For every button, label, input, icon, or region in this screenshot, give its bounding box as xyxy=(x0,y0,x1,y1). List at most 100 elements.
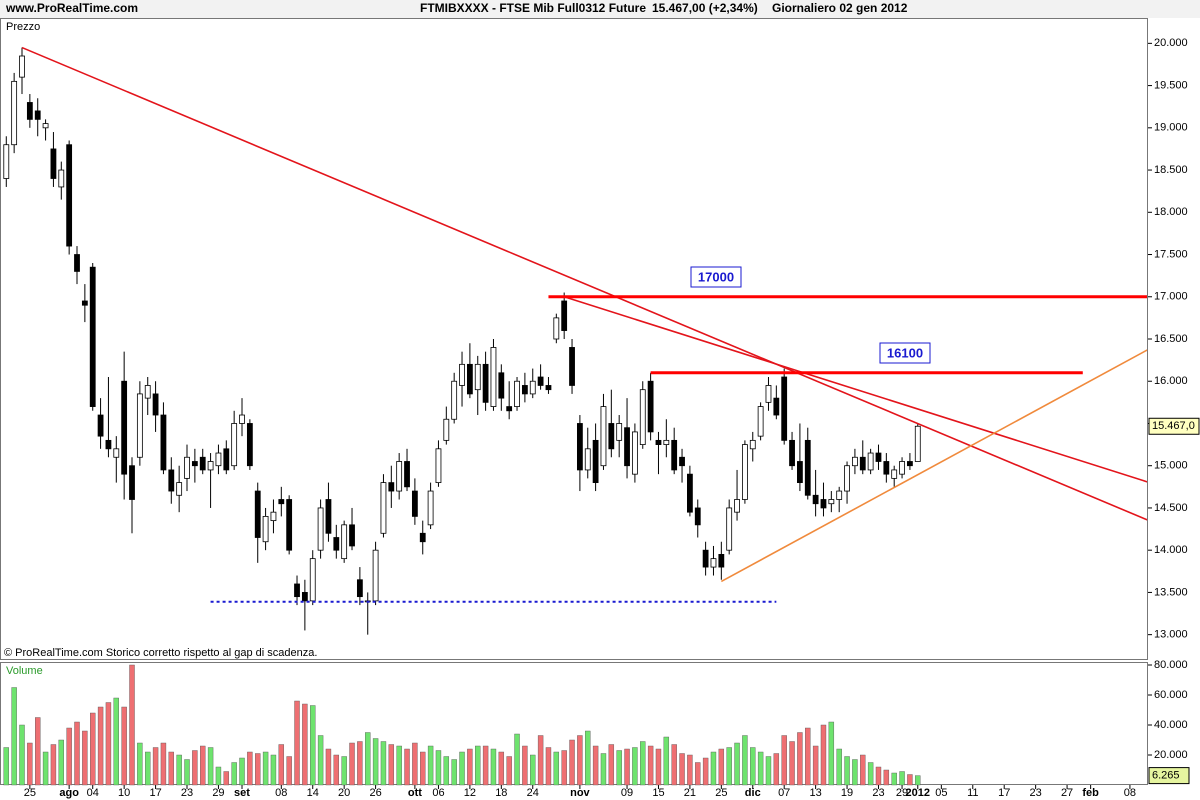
x-tick-label: 13 xyxy=(809,787,821,799)
candle-body xyxy=(891,469,898,479)
volume-bar xyxy=(420,751,426,786)
volume-bar xyxy=(129,664,135,786)
volume-bar xyxy=(891,772,897,786)
candle-body xyxy=(655,439,662,445)
volume-bar xyxy=(742,735,748,786)
y-tick-label: 17.500 xyxy=(1154,248,1188,260)
volume-bar xyxy=(482,745,489,786)
price-plot xyxy=(3,46,1147,635)
y-tick-label: 14.000 xyxy=(1154,544,1188,556)
candle-body xyxy=(639,389,646,445)
volume-bar xyxy=(569,739,575,786)
volume-bar xyxy=(294,700,300,786)
candle-body xyxy=(168,469,175,492)
volume-bar xyxy=(160,742,167,786)
volume-bar xyxy=(475,745,481,786)
candle-body xyxy=(349,524,355,547)
candle-body xyxy=(309,558,316,602)
x-tick-label: ott xyxy=(408,787,422,799)
candle-body xyxy=(184,456,190,479)
volume-bar xyxy=(380,741,387,786)
volume-bar xyxy=(302,703,308,786)
trend-line xyxy=(720,349,1147,583)
candle-body xyxy=(820,499,827,509)
candle-body xyxy=(270,511,277,522)
candle-body xyxy=(553,317,560,340)
volume-bar xyxy=(490,748,497,786)
volume-bar xyxy=(262,751,269,786)
volume-bar xyxy=(852,759,858,786)
candle-body xyxy=(631,431,638,475)
volume-bar xyxy=(310,705,316,786)
candle-body xyxy=(317,507,324,551)
candle-body xyxy=(199,456,206,471)
candle-body xyxy=(231,423,238,467)
candle-body xyxy=(239,414,245,424)
volume-bar xyxy=(145,751,151,786)
candle-body xyxy=(105,439,112,450)
candle-body xyxy=(812,494,819,505)
note: © ProRealTime.com Storico corretto rispe… xyxy=(4,647,317,659)
candle-body xyxy=(608,423,615,450)
candle-body xyxy=(875,452,882,462)
trend-line xyxy=(21,46,1147,521)
volume-bar xyxy=(608,744,615,786)
volume-bar xyxy=(820,724,827,786)
volume-bar xyxy=(325,748,332,786)
candle-body xyxy=(624,427,630,467)
x-tick-label: 23 xyxy=(1030,787,1042,799)
candle-body xyxy=(797,461,803,484)
x-tick-label: 06 xyxy=(432,787,444,799)
candle-body xyxy=(3,144,10,179)
candle-body xyxy=(545,385,552,391)
candle-body xyxy=(844,465,850,492)
candle-body xyxy=(19,55,25,78)
candle-body xyxy=(498,372,505,399)
volume-bar xyxy=(82,730,88,786)
candle-body xyxy=(451,380,458,420)
x-tick-label: 25 xyxy=(24,787,36,799)
candle-body xyxy=(42,123,49,129)
candle-body xyxy=(914,425,921,462)
volume-bar xyxy=(828,721,835,786)
volume-bar xyxy=(168,751,174,786)
candle-body xyxy=(734,499,740,513)
volume-bar xyxy=(797,732,803,786)
candle-body xyxy=(561,300,568,331)
volume-bar xyxy=(215,766,222,786)
candle-body xyxy=(81,300,88,306)
candle-body xyxy=(372,549,379,602)
x-tick-label: 11 xyxy=(967,787,978,799)
volume-bar xyxy=(3,747,9,786)
y-tick-label: 60.000 xyxy=(1154,689,1188,701)
site-name: www.ProRealTime.com xyxy=(5,1,138,15)
volume-bar xyxy=(899,771,905,786)
volume-bar xyxy=(105,702,112,786)
candle-body xyxy=(223,448,230,471)
candle-body xyxy=(459,363,465,386)
volume-bar xyxy=(27,742,33,786)
volume-bar xyxy=(35,717,41,786)
volume-bar xyxy=(632,747,638,786)
volume-bar xyxy=(687,754,693,786)
volume-bar xyxy=(765,756,772,786)
volume-bar xyxy=(915,775,921,786)
y-tick-label: 16.500 xyxy=(1154,333,1188,345)
price-panel xyxy=(0,18,1148,660)
volume-bar xyxy=(710,751,717,786)
volume-bar xyxy=(624,748,630,786)
x-tick-label: nov xyxy=(570,787,590,799)
volume-bar xyxy=(121,706,127,786)
candle-body xyxy=(121,380,128,475)
x-tick-label: 19 xyxy=(841,787,853,799)
candle-body xyxy=(694,507,701,526)
volume-bar xyxy=(278,744,285,786)
volume-bar xyxy=(74,721,80,786)
volume-bar xyxy=(443,756,450,786)
candle-body xyxy=(726,507,733,551)
x-tick-label: 12 xyxy=(464,787,476,799)
x-tick-label: feb xyxy=(1082,787,1099,799)
candle-body xyxy=(144,385,151,399)
candle-body xyxy=(749,439,756,450)
